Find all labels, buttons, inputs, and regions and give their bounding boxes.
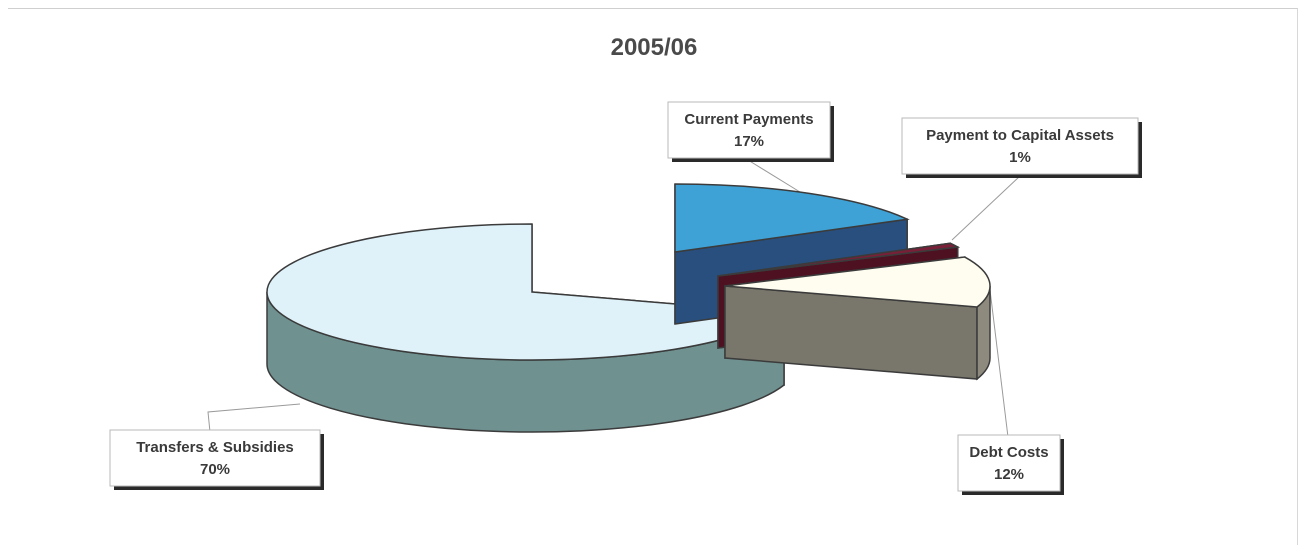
leader-line (747, 159, 801, 193)
label-box (109, 429, 321, 487)
pie-slices (266, 183, 991, 433)
label-transfers-subsidies: Transfers & Subsidies 70% (109, 429, 324, 490)
label-current-payments: Current Payments 17% (667, 101, 834, 162)
slice-debt-costs (724, 256, 991, 381)
slice-value-label: 12% (994, 466, 1024, 483)
slice-name-label: Payment to Capital Assets (926, 127, 1114, 144)
chart-frame (8, 8, 1298, 545)
label-box (957, 434, 1061, 492)
slice-value-label: 1% (1009, 149, 1031, 166)
slice-labels: Current Payments 17% Payment to Capital As… (109, 101, 1142, 495)
slice-value-label: 70% (200, 461, 230, 478)
slice-name-label: Current Payments (684, 111, 813, 128)
label-payment-to-capital-assets: Payment to Capital Assets 1% (901, 117, 1142, 178)
label-box (901, 117, 1139, 175)
leader-line (951, 175, 1021, 241)
chart-title: 2005/06 (611, 34, 698, 61)
leader-line (207, 403, 301, 433)
slice-name-label: Transfers & Subsidies (136, 439, 294, 456)
slice-name-label: Debt Costs (969, 444, 1048, 461)
slice-value-label: 17% (734, 133, 764, 150)
label-box (667, 101, 831, 159)
leader-lines (207, 159, 1021, 438)
leader-line (989, 289, 1009, 438)
label-debt-costs: Debt Costs 12% (957, 434, 1064, 495)
